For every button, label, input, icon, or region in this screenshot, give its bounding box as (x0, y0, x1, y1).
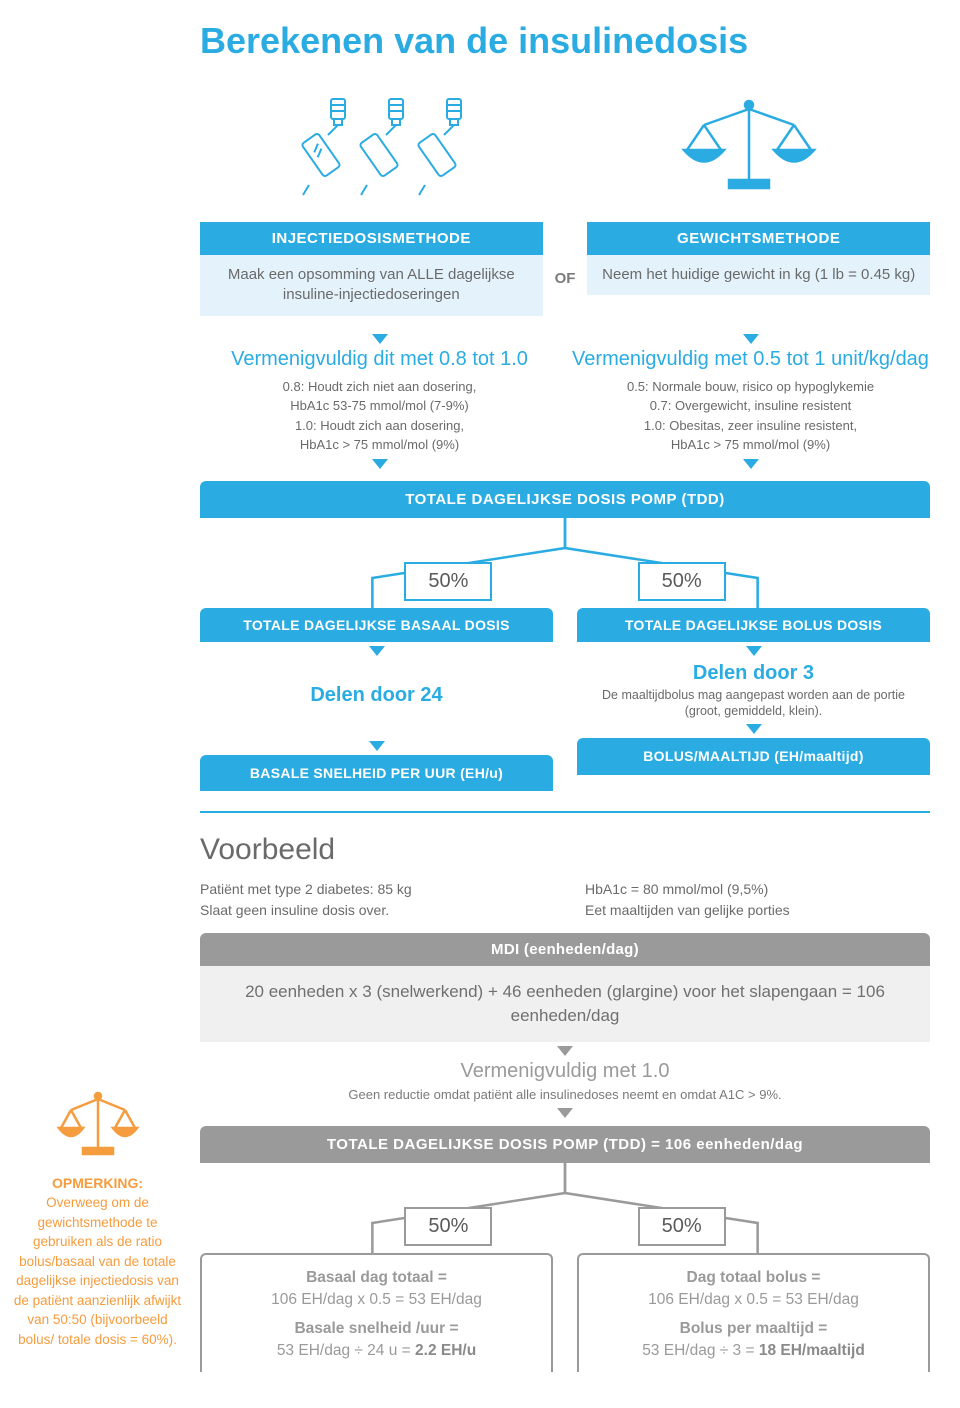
arrow-down-icon (746, 646, 762, 656)
page-title: Berekenen van de insulinedosis (200, 20, 930, 62)
tdd-bar: TOTALE DAGELIJKSE DOSIS POMP (TDD) (200, 481, 930, 518)
arrow-down-icon (557, 1108, 573, 1118)
example-bolus-result: Dag totaal bolus = 106 EH/dag x 0.5 = 53… (577, 1253, 930, 1372)
arrow-down-icon (743, 459, 759, 469)
syringes-icon (301, 97, 467, 197)
multiply-right: Vermenigvuldig met 0.5 tot 1 unit/kg/dag… (571, 330, 930, 473)
method-row: INJECTIEDOSISMETHODE Maak een opsomming … (200, 222, 930, 316)
weight-method-col: GEWICHTSMETHODE Neem het huidige gewicht… (587, 222, 930, 295)
sidebar-note: OPMERKING: Overweeg om de gewichtsmethod… (10, 1090, 185, 1350)
example-mult-title: Vermenigvuldig met 1.0 (200, 1060, 930, 1083)
arrow-down-icon (746, 724, 762, 734)
basal-col: TOTALE DAGELIJKSE BASAAL DOSIS Delen doo… (200, 608, 553, 792)
example-desc-right: HbA1c = 80 mmol/mol (9,5%) Eet maaltijde… (585, 879, 930, 921)
bolus-divide: Delen door 3 (577, 662, 930, 685)
weight-header: GEWICHTSMETHODE (587, 222, 930, 255)
split-left-pct: 50% (404, 562, 492, 601)
multiply-row: Vermenigvuldig dit met 0.8 tot 1.0 0.8: … (200, 330, 930, 473)
arrow-down-icon (372, 334, 388, 344)
scale-icon (669, 95, 829, 200)
arrow-down-icon (557, 1046, 573, 1056)
injection-header: INJECTIEDOSISMETHODE (200, 222, 543, 255)
example-desc-row: Patiënt met type 2 diabetes: 85 kg Slaat… (200, 879, 930, 921)
divider (200, 811, 930, 813)
bolus-divide-sub: De maaltijdbolus mag aangepast worden aa… (577, 687, 930, 721)
page: Berekenen van de insulinedosis (0, 0, 960, 1392)
injection-desc: Maak een opsomming van ALLE dagelijkse i… (200, 255, 543, 316)
basal-divide: Delen door 24 (200, 684, 553, 707)
bolus-header: TOTALE DAGELIJKSE BOLUS DOSIS (577, 608, 930, 642)
multiply-left: Vermenigvuldig dit met 0.8 tot 1.0 0.8: … (200, 330, 559, 473)
sidebar-note-text: Overweeg om de gewichtsmethode te gebrui… (10, 1193, 185, 1350)
top-icons-row (200, 92, 930, 202)
bolus-result: BOLUS/MAALTIJD (EH/maaltijd) (577, 738, 930, 775)
example-basal-result: Basaal dag totaal = 106 EH/dag x 0.5 = 5… (200, 1253, 553, 1372)
sidebar-note-title: OPMERKING: (10, 1175, 185, 1191)
split-diagram: 50% 50% (200, 518, 930, 608)
example-split-right-pct: 50% (638, 1207, 726, 1246)
multiply-left-lines: 0.8: Houdt zich niet aan dosering, HbA1c… (200, 377, 559, 455)
basal-bolus-row: TOTALE DAGELIJKSE BASAAL DOSIS Delen doo… (200, 608, 930, 792)
scale-orange-icon (53, 1090, 143, 1160)
basal-header: TOTALE DAGELIJKSE BASAAL DOSIS (200, 608, 553, 642)
of-label: OF (555, 270, 576, 287)
example-desc-left: Patiënt met type 2 diabetes: 85 kg Slaat… (200, 879, 545, 921)
multiply-left-title: Vermenigvuldig dit met 0.8 tot 1.0 (200, 348, 559, 371)
mdi-calc: 20 eenheden x 3 (snelwerkend) + 46 eenhe… (200, 966, 930, 1042)
weight-desc: Neem het huidige gewicht in kg (1 lb = 0… (587, 255, 930, 295)
example-split-left-pct: 50% (404, 1207, 492, 1246)
arrow-down-icon (369, 646, 385, 656)
example-title: Voorbeeld (200, 833, 930, 867)
split-right-pct: 50% (638, 562, 726, 601)
injection-method-col: INJECTIEDOSISMETHODE Maak een opsomming … (200, 222, 543, 316)
example-split-diagram: 50% 50% (200, 1163, 930, 1253)
arrow-down-icon (743, 334, 759, 344)
example-result-row: Basaal dag totaal = 106 EH/dag x 0.5 = 5… (200, 1253, 930, 1372)
arrow-down-icon (372, 459, 388, 469)
example-tdd-bar: TOTALE DAGELIJKSE DOSIS POMP (TDD) = 106… (200, 1126, 930, 1163)
arrow-down-icon (369, 741, 385, 751)
example-mult-note: Geen reductie omdat patiënt alle insulin… (200, 1087, 930, 1102)
mdi-header: MDI (eenheden/dag) (200, 933, 930, 966)
multiply-right-lines: 0.5: Normale bouw, risico op hypoglykemi… (571, 377, 930, 455)
bolus-col: TOTALE DAGELIJKSE BOLUS DOSIS Delen door… (577, 608, 930, 792)
multiply-right-title: Vermenigvuldig met 0.5 tot 1 unit/kg/dag (571, 348, 930, 371)
basal-result: BASALE SNELHEID PER UUR (EH/u) (200, 755, 553, 792)
